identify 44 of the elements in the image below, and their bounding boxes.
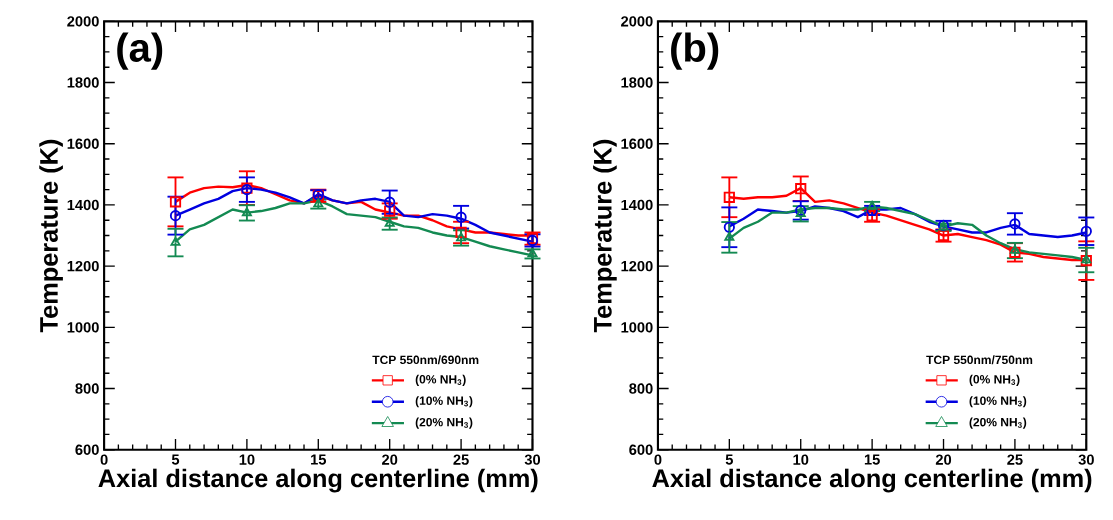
x-tick-label: 30 [1078, 454, 1094, 465]
x-tick-label: 0 [100, 454, 108, 465]
x-tick-label: 20 [935, 454, 952, 465]
y-tick-label: 800 [629, 383, 653, 394]
y-tick-label: 1600 [67, 138, 99, 149]
legend-label: (20% NH$_{3}$) [415, 417, 473, 429]
legend-label: (0% NH$_{3}$) [415, 374, 466, 386]
legend-title: TCP 550nm/690nm [372, 355, 479, 364]
y-tick-label: 600 [75, 444, 99, 455]
annotation: (b) [671, 32, 719, 70]
y-tick-label: 1800 [67, 77, 99, 88]
annotation: (a) [117, 32, 163, 70]
y-axis-title: Temperature (K) [593, 139, 617, 332]
legend-label: (20% NH$_{3}$) [969, 417, 1027, 429]
x-tick-label: 30 [524, 454, 541, 465]
y-tick-label: 800 [75, 383, 99, 394]
x-tick-label: 25 [453, 454, 469, 465]
x-tick-label: 25 [1007, 454, 1023, 465]
x-tick-label: 10 [793, 454, 809, 465]
legend-title: TCP 550nm/750nm [926, 355, 1033, 364]
y-tick-label: 1200 [67, 260, 99, 272]
x-tick-label: 0 [654, 454, 662, 465]
x-tick-label: 15 [864, 454, 880, 465]
y-tick-label: 1800 [621, 77, 653, 88]
y-tick-label: 1600 [621, 138, 653, 149]
y-tick-label: 2000 [621, 15, 653, 27]
x-tick-label: 20 [382, 454, 398, 465]
x-tick-label: 5 [171, 454, 180, 465]
y-tick-label: 1000 [621, 321, 653, 333]
y-tick-label: 2000 [67, 15, 99, 27]
x-tick-label: 10 [239, 454, 255, 465]
legend-label: (0% NH$_{3}$) [969, 374, 1020, 386]
legend-label: (10% NH$_{3}$) [415, 395, 473, 408]
y-tick-label: 1000 [67, 321, 99, 333]
y-tick-label: 1400 [67, 199, 99, 210]
legend-label: (10% NH$_{3}$) [969, 395, 1027, 408]
x-tick-label: 15 [311, 454, 327, 465]
y-axis-title: Temperature (K) [39, 139, 63, 332]
y-tick-label: 600 [629, 444, 653, 455]
x-axis-title: Axial distance along centerline (mm) [98, 468, 538, 493]
x-tick-label: 5 [725, 454, 733, 465]
y-tick-label: 1400 [621, 199, 653, 210]
x-axis-title: Axial distance along centerline (mm) [652, 468, 1092, 493]
y-tick-label: 1200 [621, 260, 653, 272]
